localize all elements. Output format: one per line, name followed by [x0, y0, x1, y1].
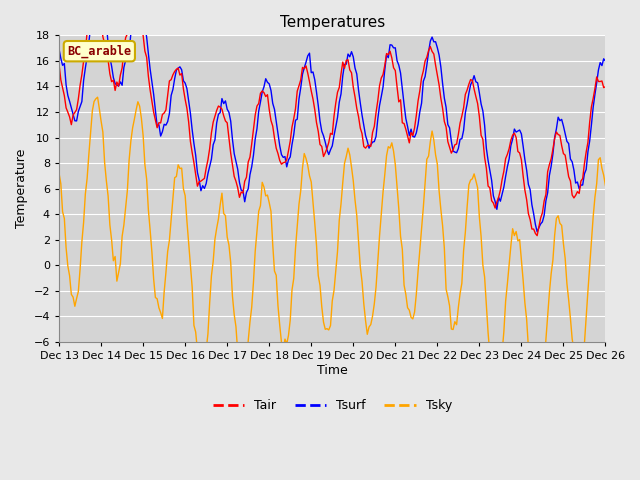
- Tair: [90, 0, 98, 2]
- Tair: [602, 84, 609, 90]
- Tsurf: [533, 229, 541, 235]
- Tsky: [55, 170, 63, 176]
- Tair: [486, 185, 493, 191]
- Tsurf: [230, 151, 238, 156]
- Tair: [55, 62, 63, 68]
- Tsurf: [204, 171, 212, 177]
- Y-axis label: Temperature: Temperature: [15, 149, 28, 228]
- Tsky: [566, 315, 574, 321]
- Tsurf: [71, 118, 79, 124]
- Title: Temperatures: Temperatures: [280, 15, 385, 30]
- Tsurf: [440, 95, 448, 101]
- Line: Tsurf: Tsurf: [59, 0, 605, 232]
- Line: Tsky: Tsky: [59, 97, 605, 417]
- Tair: [533, 233, 541, 239]
- Tair: [566, 178, 574, 184]
- X-axis label: Time: Time: [317, 364, 348, 377]
- Tsky: [440, 245, 448, 251]
- Tair: [204, 157, 212, 163]
- Tair: [230, 174, 238, 180]
- Tsky: [204, 331, 212, 337]
- Tair: [440, 119, 448, 124]
- Tsurf: [566, 156, 574, 162]
- Tsky: [486, 351, 493, 357]
- Tsky: [230, 312, 238, 317]
- Tsky: [94, 95, 102, 100]
- Tair: [71, 109, 79, 115]
- Tsurf: [486, 168, 493, 173]
- Text: BC_arable: BC_arable: [67, 45, 131, 58]
- Tsky: [71, 303, 79, 309]
- Tsurf: [602, 58, 609, 64]
- Tsky: [532, 414, 540, 420]
- Line: Tair: Tair: [59, 0, 605, 236]
- Tsky: [602, 183, 609, 189]
- Tsurf: [55, 47, 63, 52]
- Legend: Tair, Tsurf, Tsky: Tair, Tsurf, Tsky: [208, 394, 457, 417]
